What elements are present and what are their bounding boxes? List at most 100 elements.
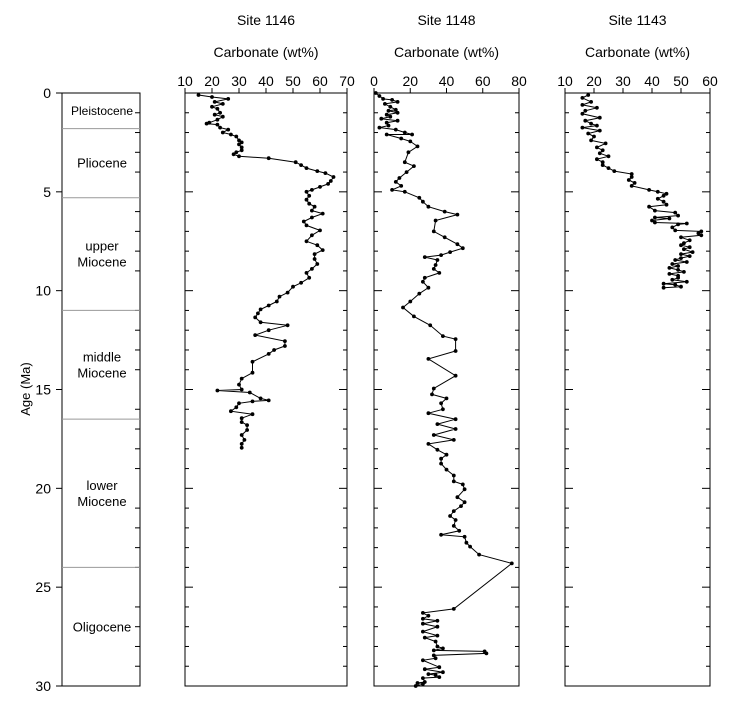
- data-point: [315, 262, 320, 266]
- data-point: [586, 93, 591, 97]
- data-point: [426, 672, 431, 676]
- data-point: [218, 125, 223, 130]
- data-point: [451, 524, 456, 528]
- data-point: [451, 607, 456, 611]
- data-point: [696, 231, 701, 236]
- data-point: [453, 518, 458, 522]
- data-point: [215, 122, 220, 127]
- data-point: [603, 141, 608, 146]
- data-point: [673, 282, 678, 287]
- data-point: [439, 461, 443, 466]
- data-point: [670, 277, 675, 282]
- data-point: [676, 222, 680, 227]
- data-point: [597, 115, 602, 120]
- x-tick-label: 80: [511, 73, 527, 89]
- data-point: [293, 160, 298, 165]
- y-tick-label: 15: [35, 382, 51, 398]
- data-point: [453, 373, 458, 378]
- data-point: [266, 352, 271, 356]
- data-point: [684, 260, 689, 264]
- data-point: [239, 445, 244, 450]
- data-point: [381, 97, 385, 101]
- x-tick-label: 60: [475, 73, 491, 89]
- data-point: [331, 175, 336, 179]
- data-point: [629, 175, 634, 179]
- data-point: [431, 433, 436, 437]
- data-point: [442, 209, 447, 214]
- data-point: [393, 180, 398, 184]
- data-point: [439, 253, 443, 257]
- data-point: [250, 399, 255, 404]
- data-point: [422, 275, 427, 280]
- data-point: [410, 132, 414, 137]
- data-point: [453, 427, 458, 431]
- data-point: [301, 219, 306, 224]
- data-point: [687, 254, 692, 258]
- data-point: [600, 163, 605, 168]
- data-point: [468, 544, 472, 549]
- data-point: [673, 210, 678, 215]
- data-point: [606, 166, 611, 171]
- data-point: [595, 157, 599, 162]
- data-point: [384, 112, 389, 117]
- data-point: [435, 633, 440, 638]
- data-point: [426, 357, 431, 361]
- data-point: [448, 514, 452, 518]
- data-point: [239, 416, 244, 421]
- x-tick-label: 70: [339, 73, 355, 89]
- data-point: [402, 130, 407, 135]
- data-point: [589, 100, 593, 104]
- data-point: [421, 629, 425, 634]
- panel-title: Site 1148: [417, 12, 475, 28]
- data-point: [653, 215, 657, 220]
- data-point: [320, 248, 325, 253]
- data-point: [684, 221, 689, 226]
- data-point: [291, 284, 295, 289]
- x-tick-label: 20: [586, 73, 602, 89]
- data-point: [237, 154, 241, 159]
- data-point: [299, 280, 303, 285]
- y-tick-label: 20: [35, 480, 51, 496]
- data-point: [231, 152, 236, 157]
- data-point: [399, 136, 404, 141]
- data-point: [586, 131, 591, 136]
- data-point: [373, 91, 378, 95]
- data-point: [606, 154, 611, 159]
- data-point: [684, 279, 689, 284]
- data-point: [632, 181, 637, 185]
- x-tick-label: 20: [402, 73, 418, 89]
- y-tick-label: 10: [35, 283, 51, 299]
- data-point: [435, 258, 440, 262]
- epoch-label: Pliocene: [77, 156, 127, 171]
- data-point: [384, 120, 389, 125]
- epoch-label: Miocene: [77, 494, 126, 509]
- x-tick-label: 30: [615, 73, 631, 89]
- data-point: [412, 314, 416, 319]
- data-point: [312, 252, 317, 256]
- data-point: [477, 552, 481, 557]
- data-point: [653, 220, 657, 225]
- data-point: [462, 500, 467, 505]
- data-point: [237, 138, 241, 143]
- data-point: [310, 215, 314, 220]
- data-point: [215, 388, 220, 393]
- data-point: [210, 104, 214, 109]
- data-point: [664, 202, 669, 207]
- data-point: [431, 229, 436, 234]
- data-point: [583, 118, 588, 123]
- data-line: [198, 94, 335, 448]
- data-point: [661, 193, 666, 198]
- data-point: [583, 108, 588, 113]
- data-point: [437, 675, 442, 679]
- data-point: [266, 303, 271, 308]
- y-axis-title: Age (Ma): [18, 362, 33, 415]
- data-point: [229, 409, 233, 414]
- panel-site-1143: Site 1143 Carbonate (wt%) 10 20 30 40 50 60: [557, 12, 718, 687]
- data-point: [390, 98, 394, 102]
- data-point: [310, 208, 314, 213]
- data-point: [237, 382, 241, 387]
- data-point: [388, 104, 393, 109]
- data-point: [415, 681, 420, 685]
- data-point: [679, 235, 683, 240]
